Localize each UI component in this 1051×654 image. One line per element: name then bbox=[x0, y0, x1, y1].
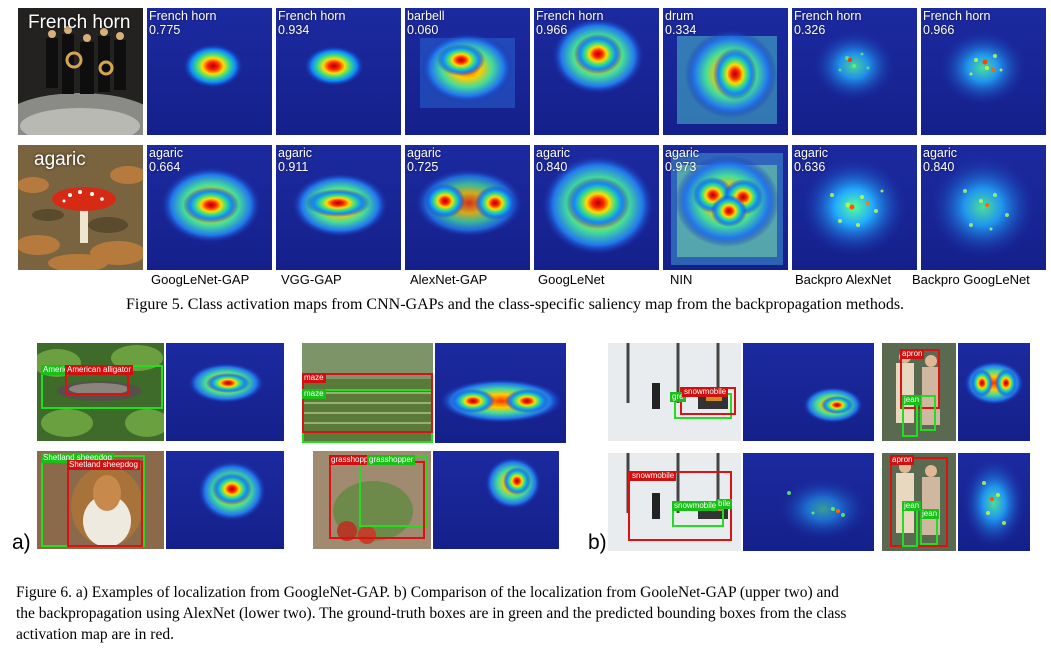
class-label: agaric bbox=[149, 146, 184, 160]
score-label: 0.636 bbox=[794, 160, 826, 174]
cam-tile: French horn 0.775 bbox=[147, 8, 272, 135]
photo-french-horn: French horn bbox=[18, 8, 143, 135]
gt-label: jean bbox=[902, 395, 922, 405]
cam-tile: agaric 0.973 bbox=[663, 145, 788, 270]
loc-photo: apron jean jean bbox=[882, 453, 956, 551]
panel-a-letter: a) bbox=[12, 531, 31, 554]
class-label: agaric bbox=[407, 146, 442, 160]
cam-tile: French horn 0.966 bbox=[534, 8, 659, 135]
panel-b-letter: b) bbox=[588, 531, 607, 554]
cam-tile bbox=[958, 453, 1030, 551]
gt-label: jean bbox=[920, 509, 940, 519]
cam-tile: agaric 0.840 bbox=[921, 145, 1046, 270]
column-label: Backpro GoogLeNet bbox=[912, 272, 1030, 287]
photo-label: agaric bbox=[34, 149, 86, 170]
column-label: AlexNet-GAP bbox=[410, 272, 488, 287]
score-label: 0.973 bbox=[665, 160, 697, 174]
class-label: agaric bbox=[278, 146, 313, 160]
gt-label: maze bbox=[302, 389, 326, 399]
cam-tile: drum 0.334 bbox=[663, 8, 788, 135]
score-label: 0.060 bbox=[407, 23, 439, 37]
figure6-caption-line: Figure 6. a) Examples of localization fr… bbox=[16, 584, 839, 601]
class-label: French horn bbox=[536, 9, 604, 23]
score-label: 0.840 bbox=[536, 160, 568, 174]
column-label: GoogLeNet-GAP bbox=[151, 272, 250, 287]
loc-photo: American American alligator bbox=[37, 343, 164, 441]
column-label: NIN bbox=[670, 272, 693, 287]
loc-photo: apron jean bbox=[882, 343, 956, 441]
loc-photo: Shetland sheepdog Shetland sheepdog bbox=[37, 451, 164, 549]
figure6-caption-line: the backpropagation using AlexNet (lower… bbox=[16, 605, 847, 622]
cam-tile: agaric 0.664 bbox=[147, 145, 272, 270]
gt-label: Shetland sheepdog bbox=[41, 453, 114, 463]
loc-photo: snowmobile snowmobile bile bbox=[608, 453, 741, 551]
gt-label: bile bbox=[716, 499, 733, 509]
cam-tile: agaric 0.840 bbox=[534, 145, 659, 270]
gt-label: grasshopper bbox=[367, 455, 416, 465]
photo-label: French horn bbox=[28, 12, 131, 33]
ground-truth-box bbox=[920, 395, 936, 431]
score-label: 0.664 bbox=[149, 160, 181, 174]
figure6-caption-line: activation map are in red. bbox=[16, 626, 174, 643]
pred-label: grasshopper bbox=[329, 455, 378, 465]
pred-label: apron bbox=[890, 455, 915, 465]
column-label: GoogLeNet bbox=[538, 272, 605, 287]
score-label: 0.911 bbox=[278, 160, 309, 174]
cam-tile bbox=[166, 451, 284, 549]
cam-tile: barbell 0.060 bbox=[405, 8, 530, 135]
cam-tile: agaric 0.636 bbox=[792, 145, 917, 270]
cam-tile: agaric 0.911 bbox=[276, 145, 401, 270]
predicted-box bbox=[302, 373, 433, 433]
class-label: agaric bbox=[923, 146, 958, 160]
pred-label: snowmobile bbox=[682, 387, 729, 397]
predicted-box bbox=[329, 461, 425, 539]
cam-tile bbox=[435, 343, 566, 443]
cam-tile bbox=[743, 453, 874, 551]
loc-photo: grasshopper grasshopper bbox=[313, 451, 431, 549]
pred-label: American alligator bbox=[65, 365, 134, 375]
column-label: Backpro AlexNet bbox=[795, 272, 892, 287]
photo-agaric: agaric bbox=[18, 145, 143, 270]
class-label: drum bbox=[665, 9, 694, 23]
score-label: 0.326 bbox=[794, 23, 826, 37]
cam-tile: French horn 0.966 bbox=[921, 8, 1046, 135]
score-label: 0.775 bbox=[149, 23, 181, 37]
cam-tile: French horn 0.326 bbox=[792, 8, 917, 135]
cam-tile: agaric 0.725 bbox=[405, 145, 530, 270]
class-label: agaric bbox=[665, 146, 700, 160]
class-label: barbell bbox=[407, 9, 445, 23]
column-label: VGG-GAP bbox=[281, 272, 342, 287]
loc-photo: maze maze bbox=[302, 343, 433, 443]
score-label: 0.934 bbox=[278, 23, 310, 37]
class-label: French horn bbox=[149, 9, 217, 23]
pred-label: apron bbox=[900, 349, 925, 359]
loc-photo: gre snowmobile bbox=[608, 343, 741, 441]
predicted-box bbox=[890, 457, 948, 547]
gt-label: gre bbox=[670, 392, 686, 402]
pred-label: Shetland sheepdog bbox=[67, 460, 140, 470]
figure5-caption: Figure 5. Class activation maps from CNN… bbox=[126, 296, 905, 313]
gt-label: jean bbox=[902, 501, 922, 511]
gt-label: American bbox=[41, 365, 79, 375]
class-label: French horn bbox=[278, 9, 346, 23]
cam-tile bbox=[433, 451, 559, 549]
pred-label: snowmobile bbox=[630, 471, 677, 481]
pred-label: maze bbox=[302, 373, 326, 383]
gt-label: snowmobile bbox=[672, 501, 719, 511]
predicted-box bbox=[67, 461, 143, 547]
cam-tile: French horn 0.934 bbox=[276, 8, 401, 135]
score-label: 0.334 bbox=[665, 23, 697, 37]
cam-tile bbox=[743, 343, 874, 441]
class-label: agaric bbox=[794, 146, 829, 160]
cam-tile bbox=[166, 343, 284, 441]
class-label: French horn bbox=[794, 9, 862, 23]
class-label: French horn bbox=[923, 9, 991, 23]
cam-tile bbox=[958, 343, 1030, 441]
score-label: 0.725 bbox=[407, 160, 439, 174]
score-label: 0.966 bbox=[536, 23, 568, 37]
class-label: agaric bbox=[536, 146, 571, 160]
score-label: 0.840 bbox=[923, 160, 955, 174]
score-label: 0.966 bbox=[923, 23, 955, 37]
